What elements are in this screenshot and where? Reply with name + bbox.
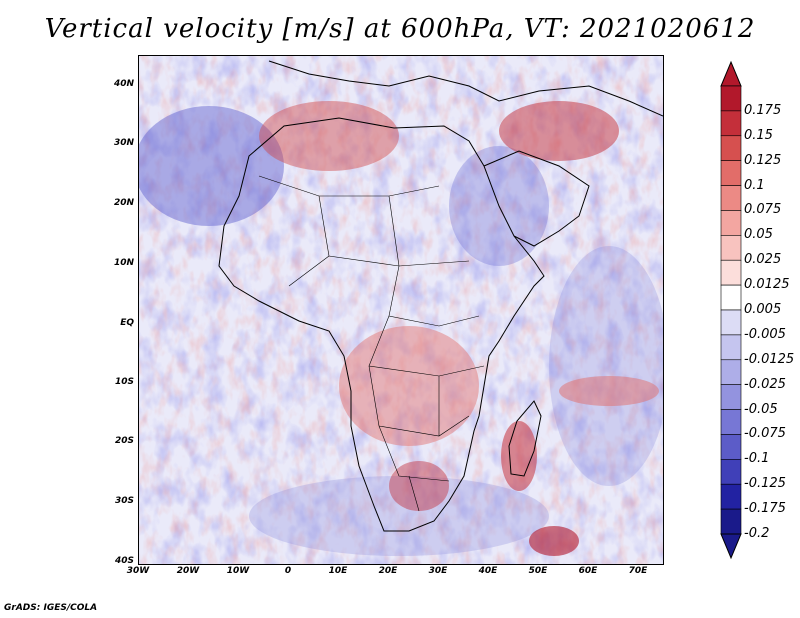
colorbar-swatch-10 bbox=[720, 334, 742, 361]
lon-label-20e: 20E bbox=[378, 566, 398, 576]
grads-credit: GrADS: IGES/COLA bbox=[4, 603, 98, 613]
colorbar-swatch-2 bbox=[720, 135, 742, 161]
colorbar-label-8: 0.005 bbox=[744, 302, 782, 317]
colorbar-label-4: 0.075 bbox=[744, 202, 782, 218]
colorbar-label-11: -0.025 bbox=[744, 376, 786, 392]
lon-label-10e: 10E bbox=[328, 566, 348, 576]
lat-label-30n: 30N bbox=[113, 138, 134, 148]
colorbar-label-10: -0.0125 bbox=[744, 351, 795, 367]
colorbar-swatch-8 bbox=[720, 284, 742, 311]
ascent-region-south bbox=[529, 526, 579, 556]
lat-label-40n: 40N bbox=[113, 79, 134, 89]
colorbar-swatch-3 bbox=[720, 160, 742, 186]
colorbar-swatch-7 bbox=[720, 259, 742, 286]
lat-label-30s: 30S bbox=[114, 496, 134, 506]
lon-label-50e: 50E bbox=[528, 566, 548, 576]
colorbar-swatch-0 bbox=[720, 85, 742, 112]
subsidence-region-atlantic bbox=[139, 106, 284, 226]
ascent-region-iran bbox=[499, 101, 619, 161]
colorbar-arrow-bottom bbox=[720, 533, 742, 560]
lat-label-20n: 20N bbox=[113, 198, 134, 208]
colorbar-label-6: 0.025 bbox=[744, 252, 782, 268]
lon-label-70e: 70E bbox=[628, 566, 648, 576]
ascent-region-north-africa bbox=[259, 101, 399, 171]
colorbar-swatch-9 bbox=[720, 309, 742, 336]
lat-label-40s: 40S bbox=[114, 556, 134, 566]
colorbar-swatch-17 bbox=[720, 508, 742, 535]
colorbar-swatch-5 bbox=[720, 210, 742, 236]
colorbar-swatch-16 bbox=[720, 483, 742, 510]
colorbar-label-14: -0.1 bbox=[744, 451, 770, 467]
colorbar-swatch-14 bbox=[720, 434, 742, 460]
colorbar-swatch-15 bbox=[720, 459, 742, 485]
chart-title: Vertical velocity [m/s] at 600hPa, VT: 2… bbox=[44, 14, 756, 44]
colorbar-label-5: 0.05 bbox=[744, 227, 773, 243]
coastline-arabia bbox=[483, 150, 590, 247]
ascent-region-madagascar bbox=[501, 421, 537, 491]
vertical-velocity-field bbox=[139, 56, 663, 564]
subsidence-region-indian-ocean bbox=[549, 246, 663, 486]
colorbar-swatch-11 bbox=[720, 359, 742, 385]
lat-label-10s: 10S bbox=[114, 377, 134, 387]
colorbar-swatch-6 bbox=[720, 235, 742, 261]
colorbar-label-3: 0.1 bbox=[744, 177, 765, 193]
coastline-europe bbox=[268, 60, 663, 117]
lon-label-60e: 60E bbox=[578, 566, 598, 576]
colorbar-swatch-13 bbox=[720, 409, 742, 435]
subsidence-region-southern-ocean bbox=[249, 476, 549, 556]
colorbar-label-7: 0.0125 bbox=[744, 277, 790, 293]
ascent-region-central-africa bbox=[339, 326, 479, 446]
coastline-africa bbox=[218, 117, 545, 532]
colorbar-label-12: -0.05 bbox=[744, 401, 778, 417]
colorbar-label-13: -0.075 bbox=[744, 426, 786, 442]
colorbar-label-9: -0.005 bbox=[744, 326, 786, 342]
lon-label-20w: 20W bbox=[176, 566, 200, 576]
lon-label-10w: 10W bbox=[226, 566, 250, 576]
lat-label-10n: 10N bbox=[113, 258, 134, 268]
lat-label-eq: EQ bbox=[120, 318, 134, 328]
colorbar-label-0: 0.175 bbox=[744, 102, 782, 118]
lon-label-40e: 40E bbox=[478, 566, 498, 576]
colorbar-swatch-1 bbox=[720, 110, 742, 137]
colorbar-label-16: -0.175 bbox=[744, 501, 786, 517]
lon-label-0: 0 bbox=[284, 566, 292, 576]
coastline-madagascar bbox=[508, 400, 542, 477]
colorbar bbox=[720, 60, 742, 560]
country-borders bbox=[258, 175, 485, 512]
colorbar-label-17: -0.2 bbox=[744, 526, 770, 541]
lat-label-20s: 20S bbox=[114, 436, 134, 446]
lon-label-30w: 30W bbox=[126, 566, 150, 576]
colorbar-label-2: 0.125 bbox=[744, 152, 782, 168]
colorbar-swatch-12 bbox=[720, 384, 742, 410]
colorbar-arrow-top bbox=[720, 60, 742, 87]
lon-label-30e: 30E bbox=[428, 566, 448, 576]
ascent-band-indian-ocean bbox=[559, 376, 659, 406]
map-panel bbox=[138, 55, 664, 565]
colorbar-label-15: -0.125 bbox=[744, 476, 786, 492]
colorbar-label-1: 0.15 bbox=[744, 127, 773, 143]
colorbar-swatch-4 bbox=[720, 185, 742, 211]
ascent-region-southern-africa bbox=[389, 461, 449, 511]
